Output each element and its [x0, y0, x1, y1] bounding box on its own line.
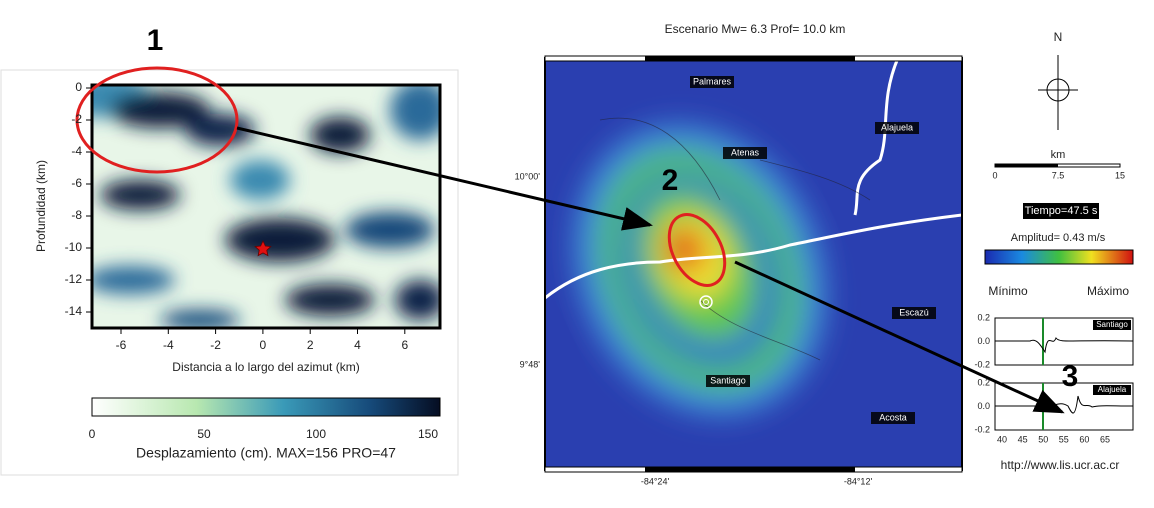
- seis-x-tick-label: 65: [1100, 434, 1110, 444]
- colorbar: [91, 397, 441, 417]
- panel-frame: [0, 69, 459, 476]
- seis-x-tick-label: 50: [1038, 434, 1048, 444]
- compass: [1038, 55, 1078, 130]
- time-label: Tiempo=47.5 s: [1025, 205, 1098, 217]
- y-tick-label: -14: [65, 304, 83, 318]
- seis-y-tick-label: -0.2: [974, 359, 990, 369]
- amplitude-label: Amplitud= 0.43 m/s: [1011, 232, 1106, 244]
- x-tick-label: -2: [210, 338, 221, 352]
- max-label: Máximo: [1087, 284, 1129, 298]
- map: [545, 58, 962, 470]
- seis-x-tick-label: 55: [1059, 434, 1069, 444]
- seis-x-tick-label: 45: [1018, 434, 1028, 444]
- station-label: Alajuela: [1098, 385, 1127, 394]
- x-tick-label: 2: [307, 338, 314, 352]
- arrow: [236, 126, 653, 231]
- y-tick-label: -4: [71, 144, 82, 158]
- scale-tick-label: 7.5: [1052, 170, 1065, 180]
- lat-label: 9°48': [520, 359, 541, 369]
- x-tick-label: -4: [163, 338, 174, 352]
- lat-label: 10°00': [515, 171, 541, 181]
- x-tick-label: 0: [260, 338, 267, 352]
- place-label: Alajuela: [881, 122, 913, 132]
- heatmap: [92, 85, 440, 328]
- place-label: Acosta: [879, 412, 907, 422]
- seismograms: [994, 317, 1134, 431]
- x-tick-label: -6: [116, 338, 127, 352]
- scale-tick-label: 0: [992, 170, 997, 180]
- x-tick-label: 4: [354, 338, 361, 352]
- annotation: 3: [1062, 360, 1079, 393]
- x-tick-label: 6: [401, 338, 408, 352]
- place-box: [690, 76, 734, 88]
- seis-y-tick-label: -0.2: [974, 424, 990, 434]
- plot-frame: [90, 83, 442, 330]
- seis-y-tick-label: 0.0: [977, 336, 990, 346]
- colorbar-tick-label: 100: [306, 427, 326, 441]
- colorbar-tick-label: 50: [197, 427, 211, 441]
- place-label: Palmares: [693, 76, 732, 86]
- place-box: [723, 147, 767, 159]
- scale-unit: km: [1051, 149, 1066, 161]
- station-label: Santiago: [1096, 320, 1128, 329]
- amplitude-colorbar: [984, 249, 1134, 265]
- annotation: 1: [147, 24, 164, 57]
- north-label: N: [1054, 30, 1063, 44]
- map-title: Escenario Mw= 6.3 Prof= 10.0 km: [665, 22, 846, 36]
- y-tick-label: -10: [65, 240, 83, 254]
- scale-bar: [994, 163, 1121, 168]
- seis-x-tick-label: 60: [1079, 434, 1089, 444]
- y-tick-label: -12: [65, 272, 83, 286]
- colorbar-tick-label: 0: [89, 427, 96, 441]
- place-label: Santiago: [710, 375, 746, 385]
- lon-label: -84°12': [844, 476, 873, 486]
- x-axis-label: Distancia a lo largo del azimut (km): [172, 360, 359, 374]
- place-box: [706, 375, 750, 387]
- seis-y-tick-label: 0.2: [977, 312, 990, 322]
- place-label: Atenas: [731, 147, 760, 157]
- colorbar-tick-label: 150: [418, 427, 438, 441]
- y-axis-label: Profundidad (km): [34, 160, 48, 252]
- y-tick-label: 0: [75, 80, 82, 94]
- min-label: Mínimo: [988, 284, 1028, 298]
- y-tick-label: -8: [71, 208, 82, 222]
- seis-y-tick-label: 0.2: [977, 377, 990, 387]
- place-box: [892, 307, 936, 319]
- y-tick-label: -6: [71, 176, 82, 190]
- annotation: 2: [662, 164, 679, 197]
- colorbar-label: Desplazamiento (cm). MAX=156 PRO=47: [136, 445, 396, 461]
- highlight-ellipse: [667, 213, 727, 287]
- hypocenter: [254, 240, 272, 257]
- lon-label: -84°24': [641, 476, 670, 486]
- time-box: [1023, 203, 1099, 219]
- place-box: [871, 412, 915, 424]
- y-tick-label: -2: [71, 112, 82, 126]
- place-box: [875, 122, 919, 134]
- seis-x-tick-label: 40: [997, 434, 1007, 444]
- place-label: Escazú: [899, 307, 929, 317]
- arrow: [734, 260, 1065, 414]
- highlight-ellipse: [75, 66, 239, 174]
- url: http://www.lis.ucr.ac.cr: [1001, 458, 1120, 472]
- scale-tick-label: 15: [1115, 170, 1125, 180]
- seis-y-tick-label: 0.0: [977, 401, 990, 411]
